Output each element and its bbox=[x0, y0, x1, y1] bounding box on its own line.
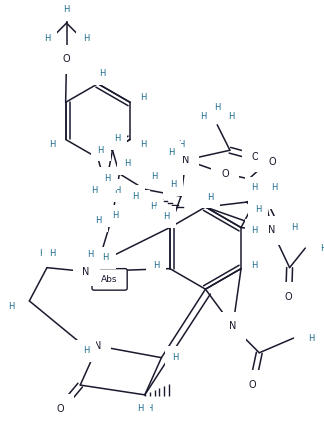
Text: H: H bbox=[91, 186, 97, 195]
Text: H: H bbox=[141, 140, 147, 149]
Text: H: H bbox=[44, 34, 50, 43]
Text: H: H bbox=[83, 346, 89, 355]
Text: H: H bbox=[99, 70, 106, 78]
Text: H: H bbox=[251, 184, 258, 192]
Text: H: H bbox=[141, 93, 147, 102]
Text: H: H bbox=[291, 223, 297, 232]
Text: H: H bbox=[261, 194, 267, 203]
Text: H: H bbox=[170, 180, 176, 189]
Text: N: N bbox=[229, 321, 237, 332]
Text: H: H bbox=[163, 212, 169, 221]
Text: H: H bbox=[207, 193, 214, 202]
Text: H: H bbox=[304, 328, 310, 338]
Text: H: H bbox=[316, 248, 322, 258]
Text: H: H bbox=[49, 140, 55, 149]
Text: H: H bbox=[98, 146, 104, 155]
Text: H: H bbox=[255, 205, 261, 215]
Text: O: O bbox=[285, 292, 293, 302]
Text: H: H bbox=[178, 140, 184, 149]
Text: O: O bbox=[249, 380, 256, 390]
Text: H: H bbox=[102, 253, 109, 262]
Text: O: O bbox=[63, 54, 70, 64]
Text: H: H bbox=[251, 261, 258, 270]
Text: N: N bbox=[268, 226, 276, 236]
Text: H: H bbox=[151, 172, 158, 181]
Text: H: H bbox=[153, 261, 159, 270]
Text: H: H bbox=[172, 353, 178, 362]
Text: H: H bbox=[104, 174, 111, 183]
Text: H: H bbox=[12, 308, 19, 317]
Text: H: H bbox=[304, 339, 310, 347]
Text: H: H bbox=[137, 404, 143, 413]
Text: N: N bbox=[182, 155, 190, 165]
Text: H: H bbox=[124, 159, 130, 169]
Text: Abs: Abs bbox=[101, 275, 118, 284]
Text: H: H bbox=[316, 239, 322, 248]
Text: H: H bbox=[114, 186, 121, 195]
Text: O: O bbox=[251, 152, 259, 162]
Text: H: H bbox=[251, 226, 258, 235]
Text: H: H bbox=[146, 404, 153, 413]
Text: H: H bbox=[228, 113, 234, 121]
Text: H: H bbox=[168, 148, 174, 157]
Text: H: H bbox=[95, 216, 101, 225]
Text: H: H bbox=[137, 197, 143, 205]
Text: H: H bbox=[308, 334, 314, 343]
Text: H: H bbox=[8, 302, 15, 311]
Text: N: N bbox=[94, 341, 101, 351]
Text: H: H bbox=[12, 297, 19, 305]
Text: H: H bbox=[39, 250, 45, 258]
Text: O: O bbox=[221, 169, 229, 179]
Text: H: H bbox=[49, 250, 55, 258]
Text: H: H bbox=[271, 184, 277, 192]
Text: H: H bbox=[112, 211, 119, 220]
Text: H: H bbox=[320, 244, 324, 253]
Text: H: H bbox=[64, 5, 70, 14]
Text: H: H bbox=[200, 113, 207, 121]
Text: O: O bbox=[268, 157, 276, 167]
Text: H: H bbox=[132, 192, 138, 201]
Text: H: H bbox=[114, 134, 121, 143]
Text: N: N bbox=[82, 267, 90, 276]
FancyBboxPatch shape bbox=[92, 268, 127, 290]
Text: H: H bbox=[214, 102, 220, 112]
Text: O: O bbox=[57, 403, 64, 413]
Text: H: H bbox=[87, 251, 93, 259]
Text: H: H bbox=[83, 34, 89, 43]
Text: H: H bbox=[150, 202, 157, 212]
